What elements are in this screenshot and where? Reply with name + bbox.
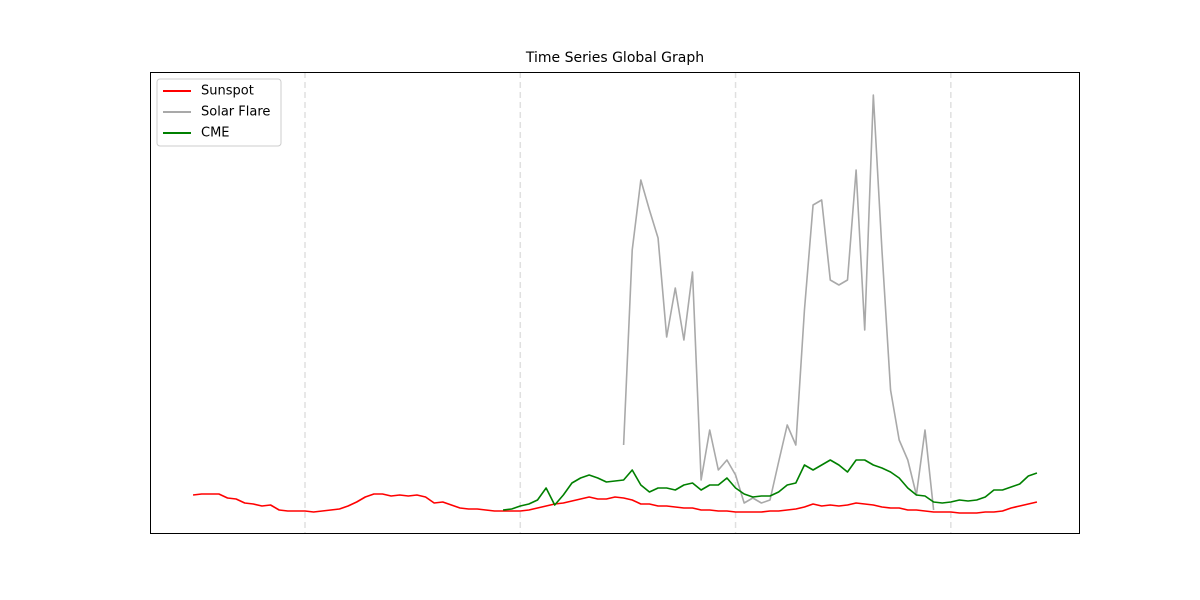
legend-label: Solar Flare — [201, 105, 270, 120]
chart-title: Time Series Global Graph — [525, 50, 704, 66]
legend-label: Sunspot — [201, 84, 254, 99]
plot-frame — [150, 72, 1080, 534]
series-line — [502, 459, 1038, 511]
grid — [304, 72, 952, 534]
series-line — [622, 94, 935, 511]
legend-box — [156, 78, 282, 147]
legend-label: CME — [201, 126, 230, 141]
plot-lines — [192, 94, 1038, 514]
legend: Sunspot Solar Flare CME — [156, 78, 282, 147]
series-line — [192, 493, 1038, 514]
